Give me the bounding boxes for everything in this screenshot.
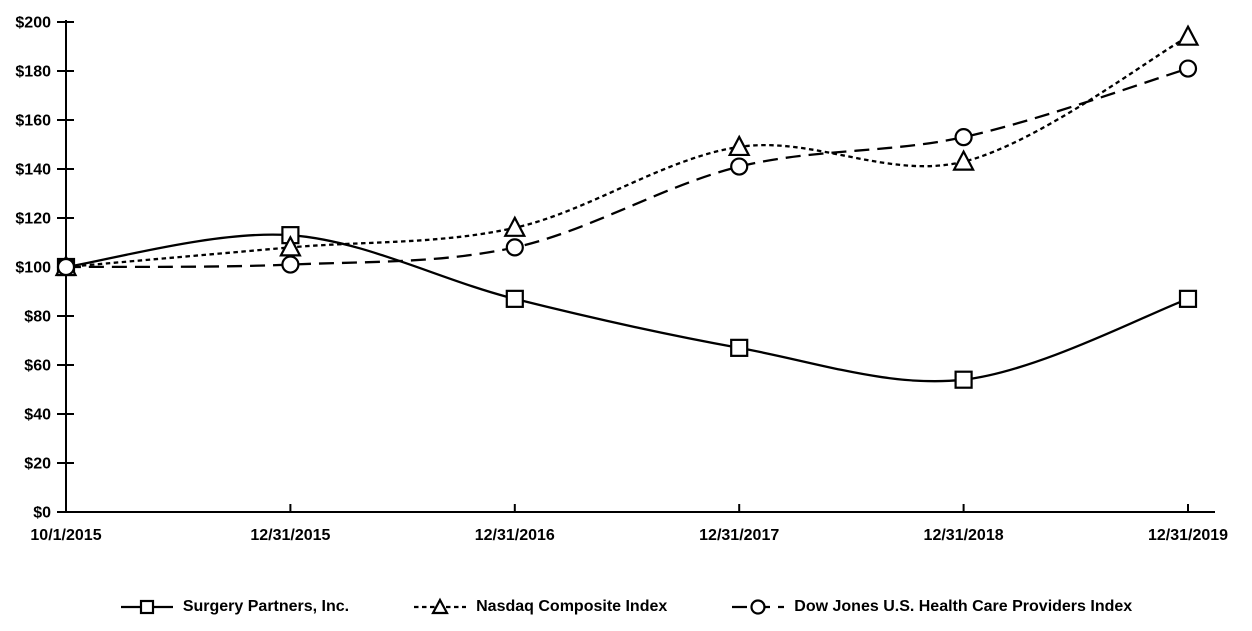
data-point-surgery-partners-inc-4: [954, 370, 973, 389]
y-axis-tick-label: $200: [15, 15, 51, 32]
x-axis-tick-label: 12/31/2019: [1148, 527, 1228, 544]
series-line-surgery-partners-inc: [65, 233, 1189, 383]
y-axis-tick-label: $20: [24, 456, 51, 473]
data-point-dow-jones-u-s-health-care-providers-index-5: [1178, 59, 1198, 78]
legend-item-surgery-partners: Surgery Partners, Inc.: [120, 597, 349, 617]
performance-chart: $0 $20 $40 $60 $80 $100 $120 $140 $160 $180 $200 10…: [15, 15, 1228, 545]
legend-item-dow-jones-health-care: Dow Jones U.S. Health Care Providers Ind…: [731, 597, 1132, 617]
data-point-nasdaq-composite-index-3: [727, 134, 751, 157]
x-axis-tick-label: 12/31/2018: [924, 527, 1004, 544]
x-axis-tick-label: 12/31/2015: [250, 527, 330, 544]
y-axis-tick-label: $40: [24, 407, 51, 424]
performance-chart-canvas: $0 $20 $40 $60 $80 $100 $120 $140 $160 $180 $200 10…: [15, 15, 1228, 545]
series-line-nasdaq-composite-index: [65, 35, 1189, 269]
data-point-nasdaq-composite-index-1: [279, 235, 302, 257]
y-axis-tick-label: $0: [33, 505, 51, 522]
data-point-dow-jones-u-s-health-care-providers-index-0: [56, 257, 76, 277]
data-point-nasdaq-composite-index-2: [503, 215, 527, 237]
legend-marker-triangle-icon: [414, 597, 467, 615]
data-point-dow-jones-u-s-health-care-providers-index-3: [730, 157, 749, 176]
data-point-dow-jones-u-s-health-care-providers-index-4: [954, 128, 973, 147]
x-axis-tick-label: 12/31/2017: [699, 527, 779, 544]
legend-marker-square-icon: [120, 599, 173, 615]
data-point-dow-jones-u-s-health-care-providers-index-2: [505, 238, 524, 257]
y-axis-tick-label: $120: [15, 211, 51, 228]
legend-label: Surgery Partners, Inc.: [182, 598, 350, 615]
y-axis-tick-label: $80: [24, 309, 51, 326]
data-point-nasdaq-composite-index-5: [1176, 24, 1200, 46]
chart-legend: Surgery Partners, Inc. Nasdaq Composite …: [0, 590, 1252, 624]
y-axis-tick-label: $160: [15, 113, 51, 130]
data-point-nasdaq-composite-index-4: [952, 149, 975, 171]
data-point-surgery-partners-inc-3: [730, 338, 749, 357]
legend-label: Dow Jones U.S. Health Care Providers Ind…: [794, 598, 1133, 615]
series-line-dow-jones-u-s-health-care-providers-index: [65, 67, 1189, 269]
legend-label: Nasdaq Composite Index: [476, 598, 668, 615]
x-axis-tick-label: 12/31/2016: [475, 527, 555, 544]
y-axis-tick-label: $180: [15, 64, 51, 81]
data-point-surgery-partners-inc-5: [1178, 289, 1198, 308]
data-point-surgery-partners-inc-2: [505, 289, 524, 308]
y-axis-tick-label: $60: [24, 358, 51, 375]
legend-marker-circle-icon: [732, 599, 785, 615]
data-point-dow-jones-u-s-health-care-providers-index-1: [281, 255, 300, 274]
x-axis-tick-label: 10/1/2015: [30, 527, 101, 544]
y-axis-tick-label: $140: [15, 162, 51, 179]
y-axis-tick-label: $100: [15, 260, 51, 277]
legend-item-nasdaq-composite: Nasdaq Composite Index: [413, 597, 667, 617]
